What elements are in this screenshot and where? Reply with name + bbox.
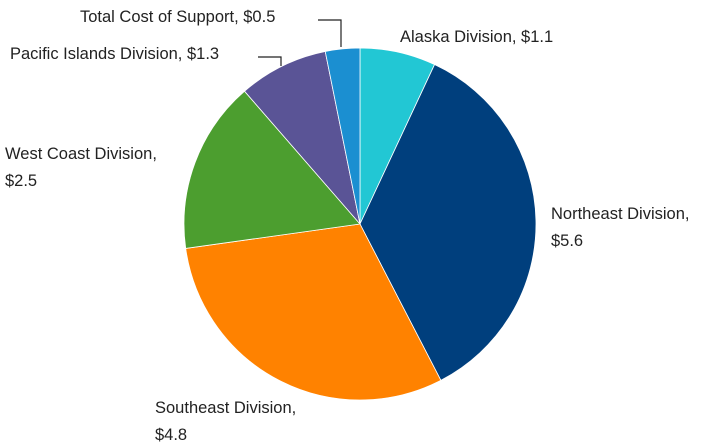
- slice-label: Pacific Islands Division, $1.3: [10, 45, 219, 63]
- pie-slice: [183, 90, 361, 249]
- pie-slice: [359, 64, 537, 381]
- leader-line: [258, 56, 282, 66]
- slice-label: Southeast Division, $4.8: [155, 399, 296, 444]
- pie: [183, 47, 537, 401]
- slice-label: West Coast Division, $2.5: [5, 145, 157, 190]
- slice-label: Total Cost of Support, $0.5: [80, 8, 275, 26]
- pie-slice: [324, 47, 361, 225]
- slice-label: Alaska Division, $1.1: [400, 28, 553, 46]
- pie-slice: [185, 223, 442, 401]
- pie-slice: [243, 50, 361, 226]
- leader-line: [318, 19, 342, 47]
- slice-label: Northeast Division, $5.6: [551, 205, 689, 250]
